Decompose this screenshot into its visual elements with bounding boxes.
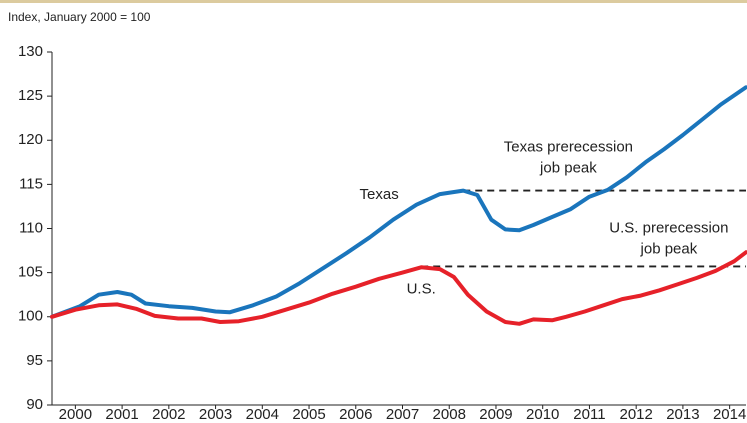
x-tick-label: 2014 xyxy=(713,406,746,423)
x-tick-label: 2004 xyxy=(246,406,279,423)
y-tick-label: 100 xyxy=(18,308,43,325)
y-tick-label: 130 xyxy=(18,43,43,60)
x-tick-label: 2011 xyxy=(573,406,605,423)
annotation: job peak xyxy=(539,159,597,176)
x-tick-label: 2010 xyxy=(526,406,559,423)
annotation: job peak xyxy=(640,240,698,257)
x-tick-label: 2001 xyxy=(105,406,138,423)
y-tick-label: 95 xyxy=(26,352,43,369)
y-tick-label: 115 xyxy=(19,175,43,192)
y-tick-label: 110 xyxy=(19,219,43,236)
chart-subtitle: Index, January 2000 = 100 xyxy=(8,10,151,24)
x-tick-label: 2006 xyxy=(339,406,372,423)
series-line xyxy=(50,250,747,326)
x-tick-label: 2009 xyxy=(479,406,512,423)
y-tick-label: 90 xyxy=(26,396,43,413)
x-tick-label: 2002 xyxy=(152,406,185,423)
annotation: U.S. prerecession xyxy=(609,219,728,236)
annotation: Texas xyxy=(360,186,399,203)
x-tick-label: 2000 xyxy=(59,406,92,423)
x-tick-label: 2013 xyxy=(666,406,699,423)
annotation: Texas prerecession xyxy=(504,138,633,155)
y-tick-label: 105 xyxy=(18,264,43,281)
series-line xyxy=(50,85,747,319)
annotation: U.S. xyxy=(407,280,436,297)
y-tick-label: 120 xyxy=(18,131,43,148)
x-tick-label: 2003 xyxy=(199,406,232,423)
x-tick-label: 2008 xyxy=(433,406,466,423)
x-tick-label: 2012 xyxy=(619,406,652,423)
y-tick-label: 125 xyxy=(18,87,43,104)
x-tick-label: 2007 xyxy=(386,406,419,423)
x-tick-label: 2005 xyxy=(292,406,325,423)
